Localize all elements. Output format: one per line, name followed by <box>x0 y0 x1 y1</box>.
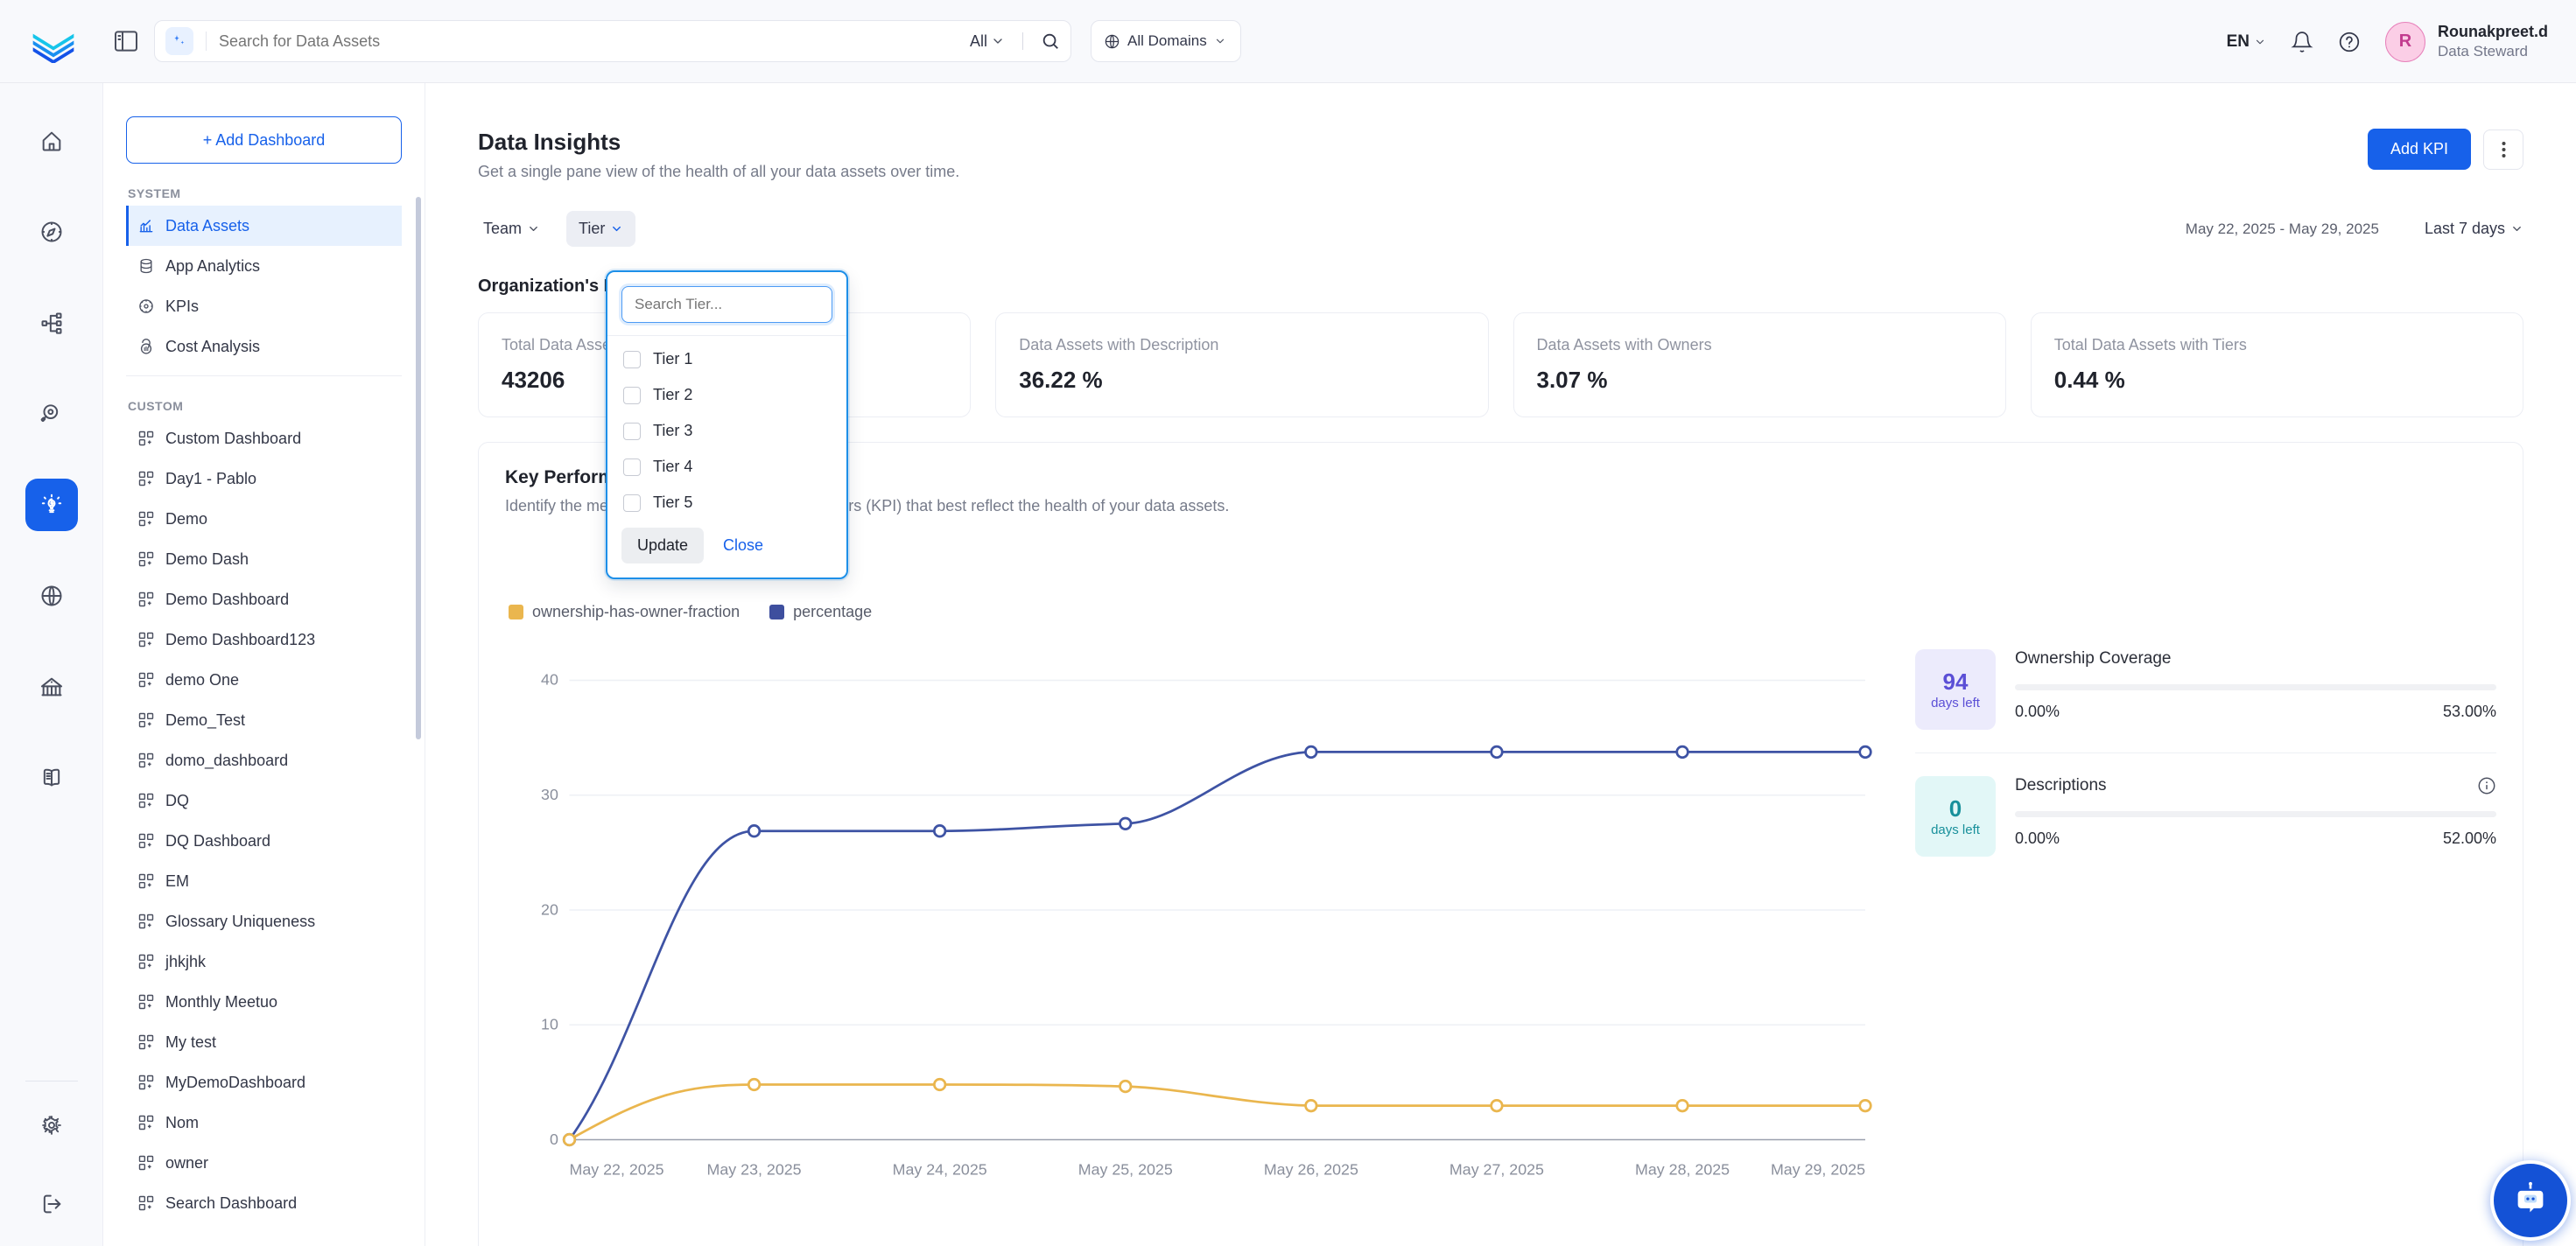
svg-text:30: 30 <box>541 786 558 803</box>
svg-text:May 23, 2025: May 23, 2025 <box>707 1160 802 1178</box>
svg-text:May 27, 2025: May 27, 2025 <box>1449 1160 1544 1178</box>
svg-text:May 26, 2025: May 26, 2025 <box>1264 1160 1358 1178</box>
svg-text:20: 20 <box>541 900 558 918</box>
svg-text:May 24, 2025: May 24, 2025 <box>893 1160 987 1178</box>
svg-text:40: 40 <box>541 671 558 689</box>
svg-text:May 28, 2025: May 28, 2025 <box>1635 1160 1730 1178</box>
svg-text:May 22, 2025: May 22, 2025 <box>570 1160 664 1178</box>
svg-text:May 29, 2025: May 29, 2025 <box>1771 1160 1865 1178</box>
svg-text:0: 0 <box>550 1130 558 1148</box>
svg-text:May 25, 2025: May 25, 2025 <box>1078 1160 1173 1178</box>
svg-text:10: 10 <box>541 1016 558 1033</box>
